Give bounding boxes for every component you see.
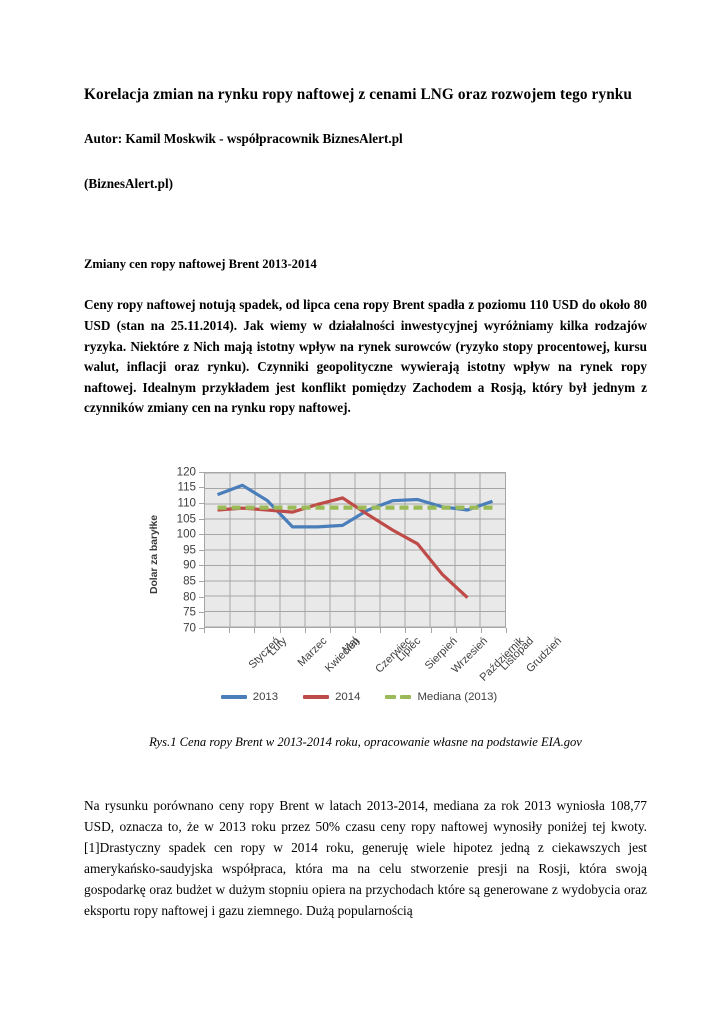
y-tick-label: 105	[176, 512, 196, 526]
y-tick-label: 110	[177, 496, 196, 510]
y-tick-label: 115	[177, 480, 196, 494]
y-tick-label: 75	[183, 605, 196, 619]
legend-item: 2014	[303, 691, 360, 703]
legend-label: 2014	[335, 690, 361, 703]
page-title: Korelacja zmian na rynku ropy naftowej z…	[84, 86, 633, 103]
y-axis-tick-labels: 120 115 110 105 100 95 90 85 80 75 70	[162, 465, 200, 634]
chart-svg	[205, 472, 505, 627]
y-tick-label: 80	[183, 590, 196, 604]
source-line: (BiznesAlert.pl)	[84, 176, 173, 192]
author-line: Autor: Kamil Moskwik - współpracownik Bi…	[84, 130, 403, 146]
legend-label: 2013	[252, 690, 279, 703]
x-axis-tickmarks	[204, 627, 507, 633]
section-heading: Zmiany cen ropy naftowej Brent 2013-2014	[84, 256, 317, 271]
legend-label: Mediana (2013)	[417, 690, 498, 703]
brent-price-chart: Dolar za baryłke 120 115 110 105 100 95 …	[146, 463, 646, 728]
y-tick-label: 90	[183, 558, 196, 572]
y-tick-label: 95	[183, 543, 196, 557]
figure-1: Dolar za baryłke 120 115 110 105 100 95 …	[84, 463, 647, 753]
y-tick-label: 120	[176, 465, 196, 479]
legend-item: Mediana (2013)	[385, 691, 497, 703]
legend-swatch-dashed	[385, 694, 412, 699]
y-tick-label: 70	[183, 621, 196, 635]
legend-item: 2013	[220, 690, 279, 703]
chart-plot-area	[204, 471, 506, 628]
figure-caption: Rys.1 Cena ropy Brent w 2013-2014 roku, …	[149, 734, 582, 749]
y-tick-label: 85	[183, 574, 196, 588]
paragraph-2: Na rysunku porównano ceny ropy Brent w l…	[84, 797, 647, 919]
legend-swatch	[220, 694, 247, 699]
paragraph-1: Ceny ropy naftowej notują spadek, od lip…	[84, 297, 647, 416]
y-tick-label: 100	[176, 527, 196, 541]
chart-legend: 2013 2014 Mediana (2013)	[204, 691, 514, 703]
y-axis-tickmarks	[199, 471, 204, 629]
legend-swatch	[303, 694, 330, 699]
